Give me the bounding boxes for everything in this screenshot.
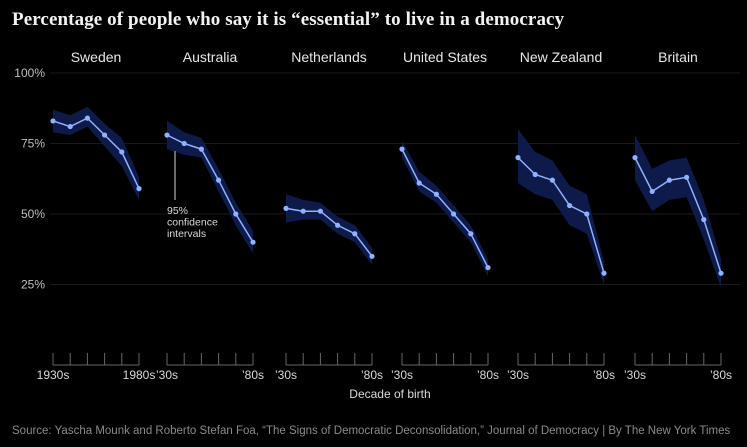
data-point — [416, 180, 422, 186]
data-point — [250, 239, 256, 245]
data-point — [601, 270, 607, 276]
panel-title: Australia — [183, 49, 238, 65]
data-point — [181, 140, 187, 147]
confidence-band — [53, 106, 139, 200]
series-line — [634, 157, 722, 274]
data-point — [300, 208, 306, 214]
source-credit: Source: Yascha Mounk and Roberto Stefan … — [12, 425, 731, 437]
confidence-band — [167, 120, 253, 254]
data-point — [701, 217, 707, 223]
data-point — [102, 132, 108, 138]
annotation-line: intervals — [167, 228, 206, 240]
panel-title: Britain — [658, 49, 698, 65]
confidence-band — [518, 129, 604, 285]
y-axis: 100% 75% 50% 25% — [14, 66, 45, 292]
data-point — [433, 191, 439, 197]
data-point — [67, 123, 73, 130]
x-tick-label: ’80s — [710, 368, 732, 382]
x-tick-label: 1980s — [123, 368, 156, 382]
data-point — [119, 149, 125, 155]
data-point — [216, 177, 222, 183]
x-tick-label: ’80s — [242, 368, 264, 382]
confidence-band — [635, 135, 721, 288]
data-point — [684, 174, 690, 180]
series-line — [166, 134, 254, 243]
series-line — [517, 157, 605, 274]
panel-title: Sweden — [71, 49, 122, 65]
data-point — [468, 231, 474, 237]
x-tick-label: ’80s — [361, 368, 383, 382]
y-tick-label: 75% — [21, 137, 45, 151]
data-point — [335, 222, 341, 228]
panel-title: United States — [403, 49, 487, 65]
y-tick-label: 100% — [14, 66, 45, 80]
data-point — [84, 115, 90, 121]
small-multiples-chart: 100% 75% 50% 25% Sweden 1930s 1980s Australia ’… — [14, 49, 740, 401]
data-point — [50, 118, 56, 124]
panel-sweden: Sweden 1930s 1980s — [37, 49, 156, 382]
data-point — [649, 188, 655, 195]
annotation-line: 95% — [167, 205, 188, 217]
confidence-band — [402, 140, 488, 276]
data-point — [451, 211, 457, 217]
panel-united-states: United States ’30s ’80s — [391, 49, 499, 382]
x-tick-label: ’30s — [624, 368, 646, 382]
panels: Sweden 1930s 1980s Australia ’30s ’80s 95% conf… — [37, 49, 732, 382]
data-point — [399, 146, 405, 152]
series-line — [285, 207, 373, 257]
panel-new-zealand: New Zealand ’30s ’80s — [507, 49, 615, 382]
x-tick-label: 1930s — [37, 368, 70, 382]
panel-title: New Zealand — [520, 49, 603, 65]
data-point — [485, 264, 491, 271]
chart-title: Percentage of people who say it is “esse… — [12, 9, 565, 30]
data-point — [567, 202, 573, 209]
panel-britain: Britain ’30s ’80s — [624, 49, 732, 382]
confidence-band — [286, 194, 372, 265]
data-point — [164, 132, 170, 138]
series-line — [401, 148, 489, 268]
y-gridlines — [50, 72, 740, 285]
data-point — [352, 231, 358, 237]
y-tick-label: 25% — [21, 278, 45, 292]
data-point — [532, 171, 538, 178]
x-tick-label: ’30s — [507, 368, 529, 382]
data-point — [549, 177, 556, 183]
panel-australia: Australia ’30s ’80s 95% confidence intervals — [156, 49, 264, 382]
annotation-line: confidence — [167, 217, 218, 229]
x-tick-label: ’80s — [593, 368, 615, 382]
y-tick-label: 50% — [21, 207, 45, 221]
panel-title: Netherlands — [291, 49, 367, 65]
x-axis-title: Decade of birth — [349, 387, 430, 401]
data-point — [666, 177, 673, 183]
data-point — [369, 253, 375, 259]
data-point — [718, 270, 724, 276]
data-point — [198, 146, 204, 152]
panel-netherlands: Netherlands ’30s ’80s — [275, 49, 383, 382]
data-point — [584, 211, 590, 217]
data-point — [233, 211, 239, 217]
data-point — [317, 208, 323, 214]
data-point — [515, 155, 521, 161]
data-point — [136, 186, 142, 192]
series-line — [52, 117, 140, 189]
annotation-text: 95% confidence intervals — [167, 205, 218, 240]
data-point — [632, 155, 638, 161]
data-point — [283, 205, 289, 211]
x-tick-label: ’30s — [275, 368, 297, 382]
x-tick-label: ’30s — [156, 368, 178, 382]
x-tick-label: ’80s — [477, 368, 499, 382]
x-tick-label: ’30s — [391, 368, 413, 382]
